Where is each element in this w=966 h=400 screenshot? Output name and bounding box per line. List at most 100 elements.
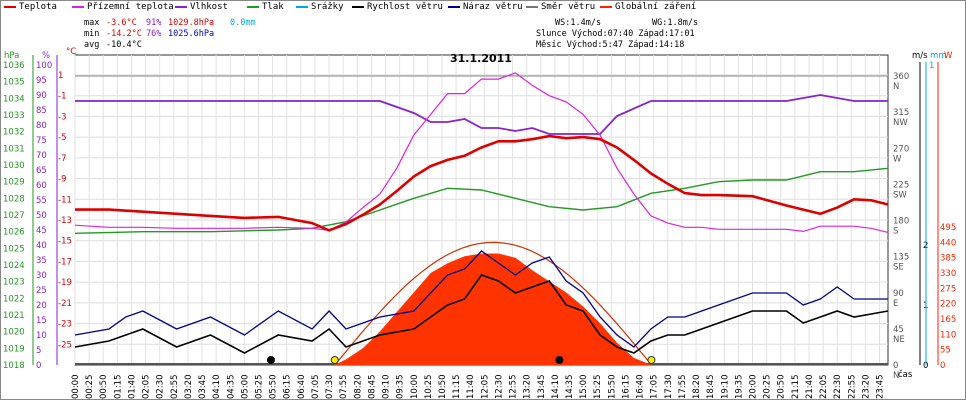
moonrise-marker: [266, 356, 275, 364]
radiation-tick: 385: [940, 254, 956, 264]
pressure-tick: 1024: [3, 261, 25, 271]
x-tick-label: 17:30: [664, 375, 674, 400]
x-tick-label: 22:55: [847, 375, 857, 400]
temperature-tick: -23: [58, 320, 72, 330]
humidity-tick: 90: [36, 91, 47, 101]
radiation-tick: 440: [940, 238, 956, 248]
direction-tick: 225: [893, 180, 909, 190]
humidity-tick: 65: [36, 166, 47, 176]
x-tick-label: 07:30: [325, 375, 335, 400]
pressure-tick: 1027: [3, 211, 25, 221]
humidity-tick: 80: [36, 121, 47, 131]
pressure-tick: 1033: [3, 111, 25, 121]
humidity-tick: 10: [36, 331, 47, 341]
pressure-tick: 1036: [3, 61, 25, 71]
stat-min-temp: -14.2°C: [106, 29, 142, 39]
radiation-tick: 110: [940, 330, 956, 340]
stat-sun: Slunce Východ:07:40 Západ:17:01: [536, 29, 695, 39]
direction-compass: S: [893, 227, 898, 237]
stat-max-hum: 91%: [146, 18, 162, 28]
x-tick-label: 14:35: [565, 375, 575, 400]
temperature-tick: 1: [58, 71, 63, 81]
pressure-tick: 1019: [3, 344, 25, 354]
x-tick-label: 12:05: [480, 375, 490, 400]
direction-compass: SE: [893, 263, 904, 273]
axis-title-rain: mm: [930, 51, 947, 61]
x-tick-label: 22:30: [833, 375, 843, 400]
stat-wg: WG:1.8m/s: [652, 18, 699, 28]
radiation-tick: 275: [940, 284, 956, 294]
temperature-tick: -19: [58, 278, 72, 288]
legend-item-temperature: Teplota: [4, 2, 57, 12]
x-tick-label: 09:35: [396, 375, 406, 400]
pressure-tick: 1035: [3, 78, 25, 88]
x-tick-label: 03:45: [198, 375, 208, 400]
direction-compass: W: [893, 154, 902, 164]
temperature-tick: -25: [58, 340, 72, 350]
humidity-tick: 75: [36, 136, 47, 146]
direction-compass: NW: [893, 118, 908, 128]
x-tick-label: 21:15: [791, 375, 801, 400]
axis-title-pressure: hPa: [4, 51, 19, 61]
legend-swatch: [175, 5, 187, 8]
x-tick-label: 15:00: [579, 375, 589, 400]
x-tick-label: 15:50: [607, 375, 617, 400]
legend-swatch: [352, 5, 364, 8]
x-tick-label: 13:20: [523, 375, 533, 400]
temperature-tick: -1: [58, 92, 66, 102]
pressure-tick: 1028: [3, 194, 25, 204]
series-wind-speed: [74, 274, 889, 354]
series-wind-gust: [74, 250, 888, 348]
pressure-tick: 1029: [3, 178, 25, 188]
axis-title-wind: m/s: [912, 51, 928, 61]
series-ground-temperature: [74, 72, 889, 233]
direction-compass: NE: [893, 335, 905, 345]
x-tick-label: 04:35: [226, 375, 236, 400]
x-tick-label: 05:25: [254, 375, 264, 400]
x-tick-label: 12:55: [509, 375, 519, 400]
x-tick-label: 19:10: [720, 375, 730, 400]
stat-ws: WS:1.4m/s: [555, 18, 602, 28]
direction-compass: E: [893, 299, 898, 309]
legend-swatch: [72, 5, 84, 8]
radiation-tick: 220: [940, 300, 956, 310]
rain-tick: 1: [929, 61, 934, 71]
radiation-envelope: [334, 241, 649, 366]
direction-tick: 270: [893, 144, 909, 154]
x-tick-label: 22:05: [819, 375, 829, 400]
humidity-tick: 5: [36, 346, 41, 356]
legend-item-radiation: Globální záření: [600, 2, 696, 12]
humidity-tick: 0: [36, 361, 41, 371]
x-tick-label: 00:25: [85, 375, 95, 400]
humidity-tick: 60: [36, 181, 47, 191]
legend-item-wind-dir: Směr větru: [526, 2, 595, 12]
pressure-tick: 1025: [3, 244, 25, 254]
x-axis-title: čas: [898, 369, 913, 380]
humidity-tick: 35: [36, 256, 47, 266]
x-tick-label: 20:25: [763, 375, 773, 400]
stat-avg-label: avg: [84, 40, 100, 50]
x-tick-label: 05:00: [240, 375, 250, 400]
stat-max-temp: -3.6°C: [106, 18, 137, 28]
direction-tick: 90: [893, 289, 904, 299]
humidity-tick: 85: [36, 106, 47, 116]
x-tick-label: 21:40: [805, 375, 815, 400]
x-tick-label: 00:00: [71, 375, 81, 400]
temperature-tick: -5: [58, 133, 66, 143]
stat-moon: Měsíc Východ:5:47 Západ:14:18: [536, 40, 685, 50]
direction-tick: 315: [893, 108, 909, 118]
sunset-marker: [647, 356, 656, 364]
pressure-tick: 1021: [3, 311, 25, 321]
humidity-tick: 40: [36, 241, 47, 251]
x-tick-label: 10:25: [424, 375, 434, 400]
x-tick-label: 07:05: [311, 375, 321, 400]
x-tick-label: 04:10: [212, 375, 222, 400]
x-tick-label: 00:50: [99, 375, 109, 400]
series-temperature: [75, 134, 889, 232]
x-tick-label: 16:15: [621, 375, 631, 400]
legend-swatch: [247, 5, 259, 8]
legend-item-humidity: Vlhkost: [175, 2, 228, 12]
x-tick-label: 02:05: [142, 375, 152, 400]
humidity-tick: 95: [36, 76, 47, 86]
